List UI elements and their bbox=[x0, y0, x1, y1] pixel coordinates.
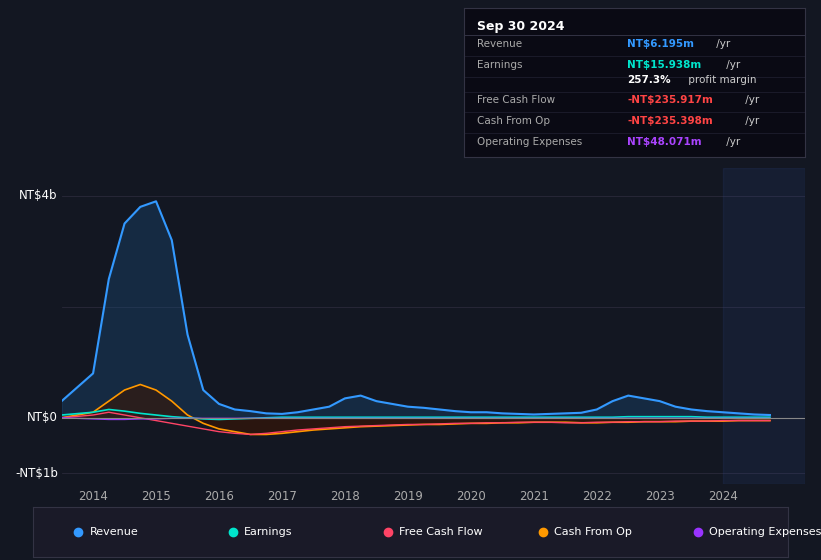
Text: 257.3%: 257.3% bbox=[627, 74, 671, 85]
Text: profit margin: profit margin bbox=[685, 74, 756, 85]
Text: NT$6.195m: NT$6.195m bbox=[627, 39, 695, 49]
Text: NT$0: NT$0 bbox=[27, 411, 57, 424]
Text: Earnings: Earnings bbox=[478, 60, 523, 70]
Text: Operating Expenses: Operating Expenses bbox=[709, 527, 821, 537]
Text: NT$4b: NT$4b bbox=[20, 189, 57, 202]
Text: /yr: /yr bbox=[722, 137, 740, 147]
Text: Revenue: Revenue bbox=[89, 527, 138, 537]
Text: -NT$235.917m: -NT$235.917m bbox=[627, 95, 713, 105]
Text: Sep 30 2024: Sep 30 2024 bbox=[478, 20, 565, 33]
Text: NT$48.071m: NT$48.071m bbox=[627, 137, 702, 147]
Text: /yr: /yr bbox=[713, 39, 731, 49]
Text: Free Cash Flow: Free Cash Flow bbox=[399, 527, 483, 537]
Text: -NT$235.398m: -NT$235.398m bbox=[627, 116, 713, 126]
Text: /yr: /yr bbox=[742, 95, 759, 105]
Text: Cash From Op: Cash From Op bbox=[478, 116, 551, 126]
Text: Operating Expenses: Operating Expenses bbox=[478, 137, 583, 147]
Text: Revenue: Revenue bbox=[478, 39, 523, 49]
Text: -NT$1b: -NT$1b bbox=[15, 467, 57, 480]
Text: Free Cash Flow: Free Cash Flow bbox=[478, 95, 556, 105]
Text: Cash From Op: Cash From Op bbox=[554, 527, 632, 537]
Text: NT$15.938m: NT$15.938m bbox=[627, 60, 702, 70]
Text: /yr: /yr bbox=[722, 60, 740, 70]
Text: /yr: /yr bbox=[742, 116, 759, 126]
Text: Earnings: Earnings bbox=[245, 527, 293, 537]
Bar bbox=[722, 168, 805, 484]
